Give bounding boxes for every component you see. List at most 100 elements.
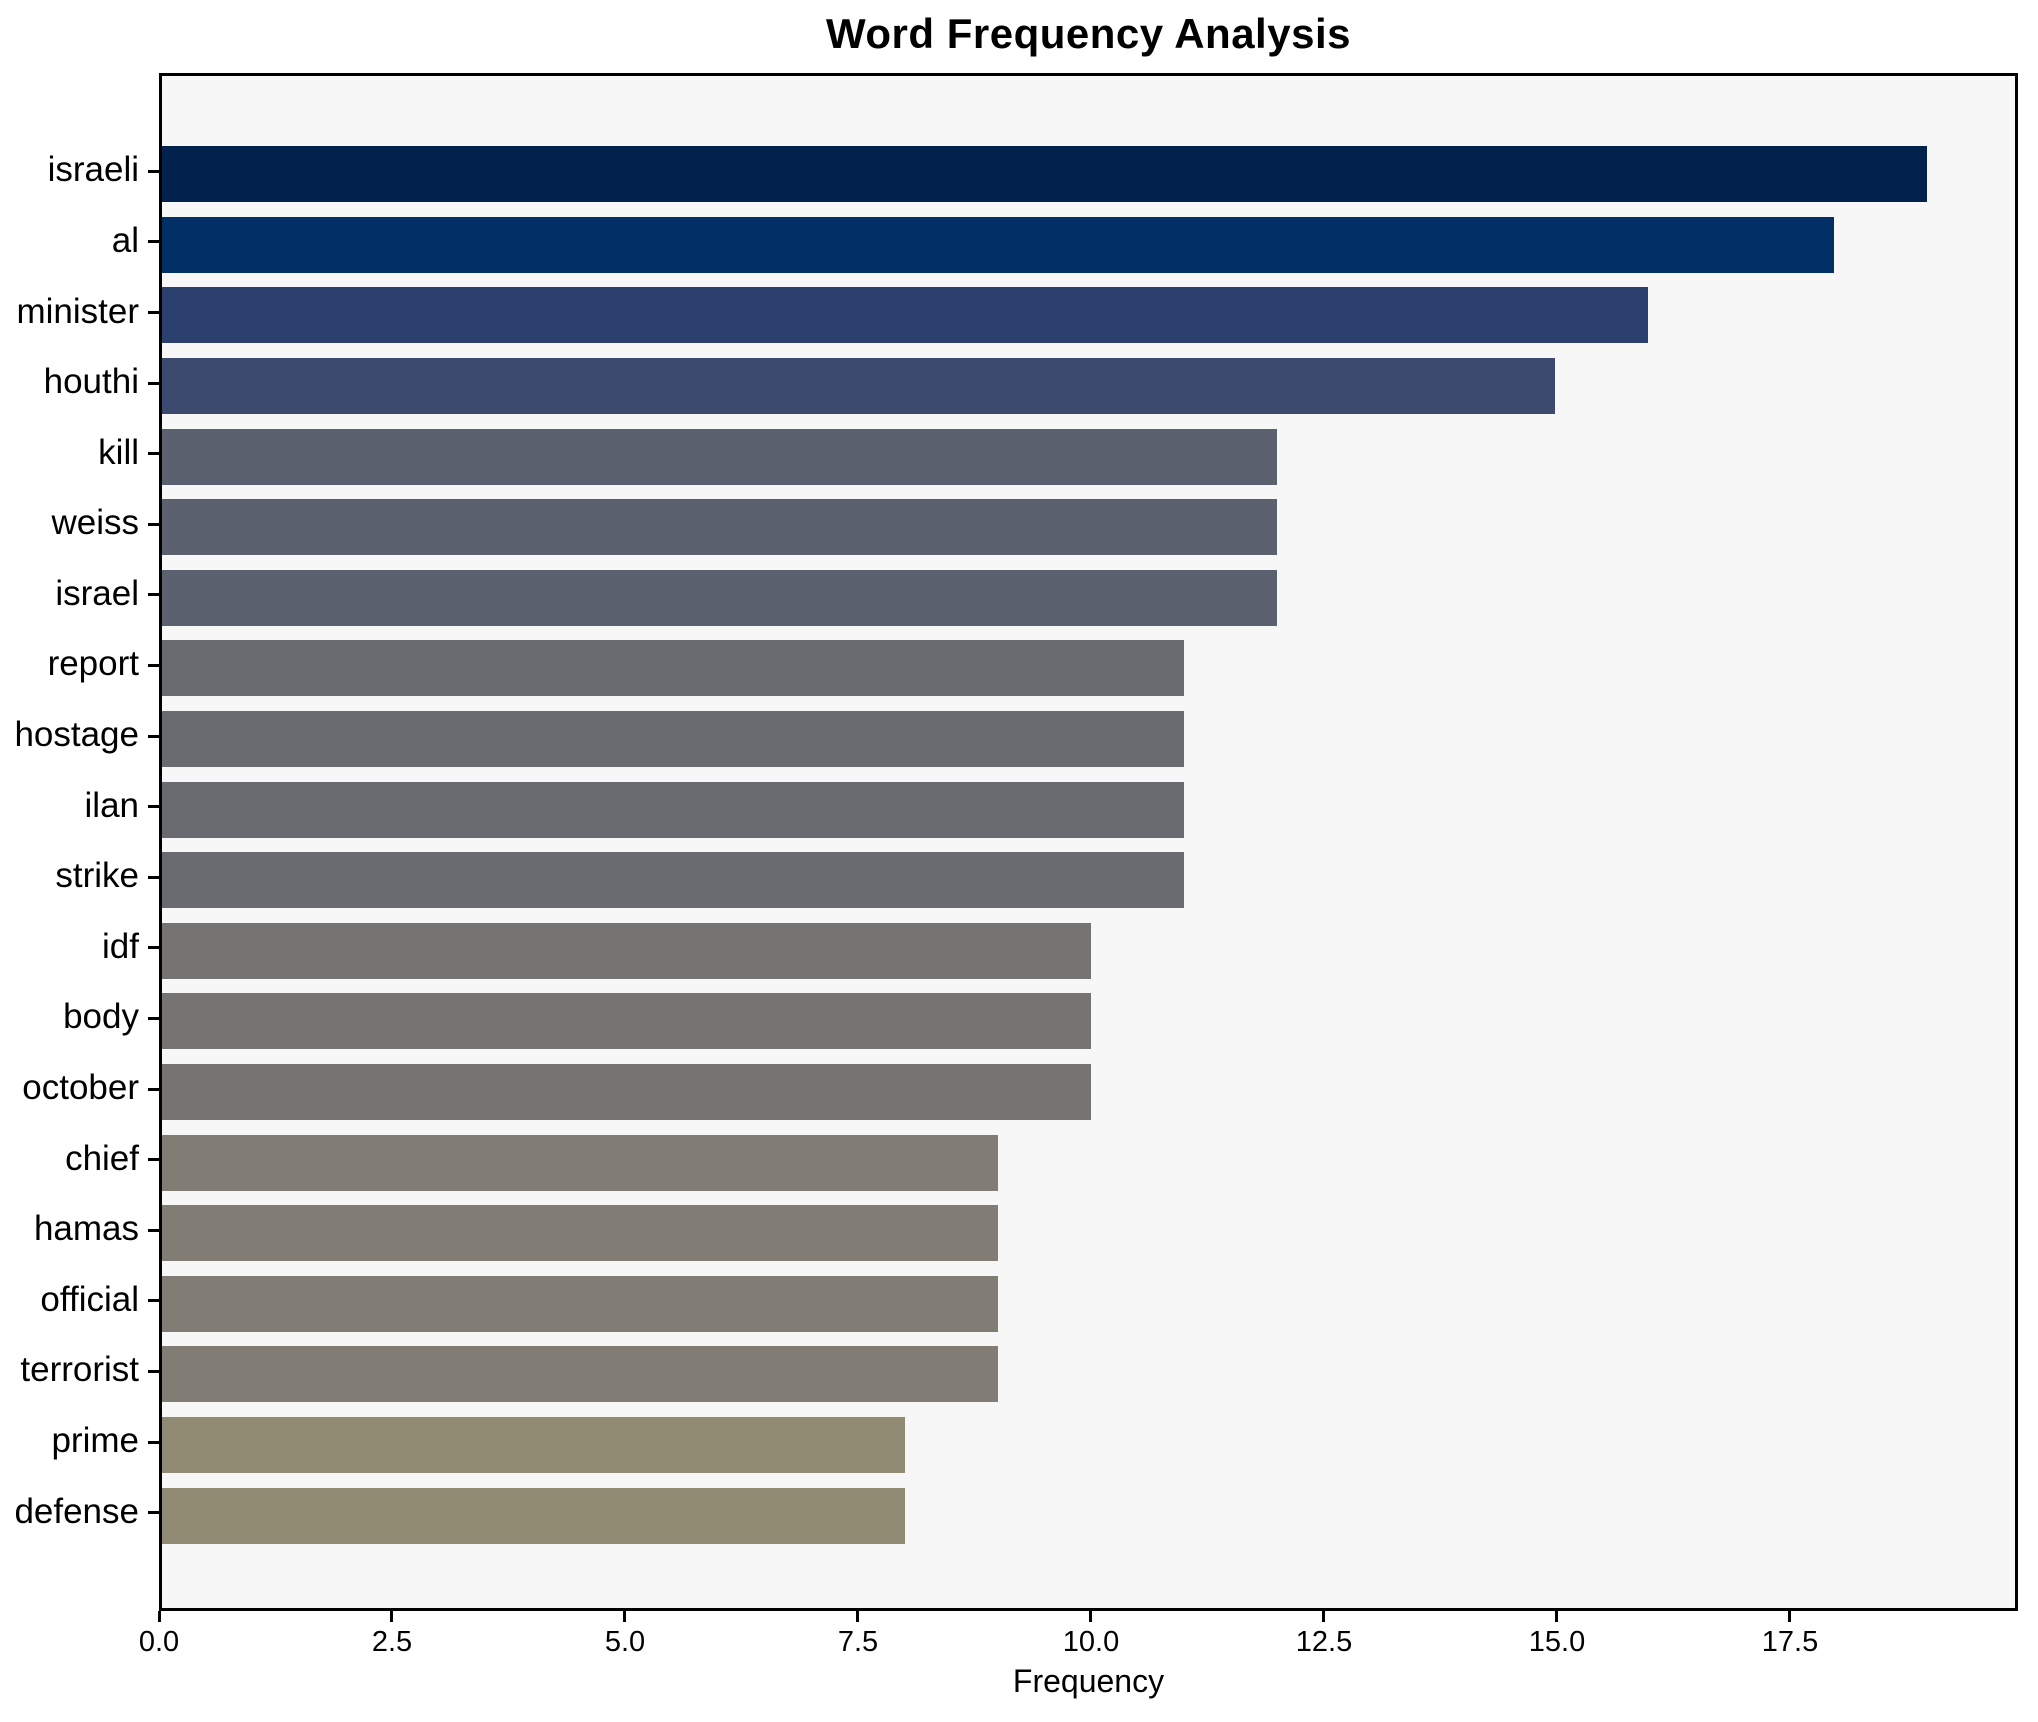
x-tick-label-10.0: 10.0 <box>1062 1626 1120 1658</box>
y-tick-label-ilan: ilan <box>84 786 139 825</box>
bar-israel <box>162 569 1277 626</box>
chart-title: Word Frequency Analysis <box>826 10 1351 57</box>
bar-hamas <box>162 1205 998 1262</box>
bar-row <box>162 1057 2015 1128</box>
bar-strike <box>162 852 1184 909</box>
y-tick-label-israel: israel <box>55 574 139 613</box>
y-tick-mark <box>148 311 159 314</box>
x-tick-mark <box>1788 1611 1791 1622</box>
bar-row <box>162 1269 2015 1340</box>
y-tick-label-terrorist: terrorist <box>20 1350 139 1389</box>
bar-minister <box>162 287 1649 344</box>
bar-october <box>162 1064 1091 1121</box>
bar-row <box>162 139 2015 210</box>
y-tick-mark <box>148 1088 159 1091</box>
x-axis-label: Frequency <box>1012 1663 1165 1699</box>
bar-row <box>162 633 2015 704</box>
bar-row <box>162 280 2015 351</box>
bar-houthi <box>162 358 1556 415</box>
y-tick-label-strike: strike <box>55 856 139 895</box>
bars-layer <box>162 76 2015 1608</box>
x-tick-label-5.0: 5.0 <box>604 1626 646 1658</box>
y-tick-mark <box>148 1370 159 1373</box>
y-tick-mark <box>148 1017 159 1020</box>
y-tick-label-body: body <box>63 997 139 1036</box>
bar-al <box>162 216 1834 273</box>
y-tick-mark <box>148 523 159 526</box>
y-tick-label-official: official <box>40 1280 139 1319</box>
y-tick-mark <box>148 1441 159 1444</box>
y-tick-label-chief: chief <box>65 1139 139 1178</box>
y-tick-mark <box>148 240 159 243</box>
bar-prime <box>162 1417 906 1474</box>
x-tick-mark <box>158 1611 161 1622</box>
bar-defense <box>162 1487 906 1544</box>
y-tick-mark <box>148 452 159 455</box>
bar-kill <box>162 428 1277 485</box>
plot-area <box>159 73 2018 1611</box>
bar-row <box>162 1127 2015 1198</box>
bar-row <box>162 492 2015 563</box>
bar-row <box>162 421 2015 492</box>
bar-row <box>162 1339 2015 1410</box>
y-tick-label-report: report <box>47 644 139 683</box>
bar-ilan <box>162 781 1184 838</box>
y-tick-mark <box>148 170 159 173</box>
y-tick-mark <box>148 805 159 808</box>
y-tick-mark <box>148 1299 159 1302</box>
bar-idf <box>162 922 1091 979</box>
bar-report <box>162 640 1184 697</box>
y-tick-label-israeli: israeli <box>47 150 139 189</box>
x-tick-mark <box>1089 1611 1092 1622</box>
bar-row <box>162 845 2015 916</box>
x-tick-label-2.5: 2.5 <box>371 1626 413 1658</box>
x-tick-mark <box>1555 1611 1558 1622</box>
y-tick-label-weiss: weiss <box>51 503 139 542</box>
bar-row <box>162 1410 2015 1481</box>
y-tick-label-al: al <box>111 221 139 260</box>
x-tick-label-17.5: 17.5 <box>1761 1626 1819 1658</box>
bar-israeli <box>162 146 1927 203</box>
y-tick-label-hamas: hamas <box>33 1209 139 1248</box>
bar-weiss <box>162 499 1277 556</box>
bar-row <box>162 351 2015 422</box>
x-tick-mark <box>1322 1611 1325 1622</box>
y-tick-mark <box>148 382 159 385</box>
y-tick-label-hostage: hostage <box>14 715 139 754</box>
y-tick-mark <box>148 1229 159 1232</box>
bar-row <box>162 774 2015 845</box>
bar-row <box>162 210 2015 281</box>
bar-body <box>162 993 1091 1050</box>
x-tick-label-15.0: 15.0 <box>1528 1626 1586 1658</box>
bar-row <box>162 916 2015 987</box>
y-tick-label-idf: idf <box>102 927 139 966</box>
bar-chief <box>162 1134 998 1191</box>
y-tick-mark <box>148 664 159 667</box>
bar-hostage <box>162 711 1184 768</box>
bar-terrorist <box>162 1346 998 1403</box>
x-tick-mark <box>856 1611 859 1622</box>
y-tick-label-october: october <box>22 1068 139 1107</box>
x-tick-mark <box>623 1611 626 1622</box>
y-tick-mark <box>148 593 159 596</box>
y-tick-label-prime: prime <box>51 1421 139 1460</box>
x-tick-label-7.5: 7.5 <box>837 1626 879 1658</box>
y-tick-label-kill: kill <box>98 433 139 472</box>
bar-official <box>162 1275 998 1332</box>
bar-row <box>162 986 2015 1057</box>
y-tick-label-minister: minister <box>16 292 139 331</box>
x-tick-label-12.5: 12.5 <box>1295 1626 1353 1658</box>
x-tick-mark <box>390 1611 393 1622</box>
y-tick-mark <box>148 946 159 949</box>
y-tick-mark <box>148 876 159 879</box>
bar-row <box>162 1198 2015 1269</box>
y-tick-mark <box>148 1511 159 1514</box>
x-tick-label-0.0: 0.0 <box>138 1626 180 1658</box>
bar-row <box>162 563 2015 634</box>
y-tick-label-houthi: houthi <box>43 362 139 401</box>
bar-row <box>162 704 2015 775</box>
y-tick-label-defense: defense <box>14 1492 139 1531</box>
y-tick-mark <box>148 735 159 738</box>
y-tick-mark <box>148 1158 159 1161</box>
